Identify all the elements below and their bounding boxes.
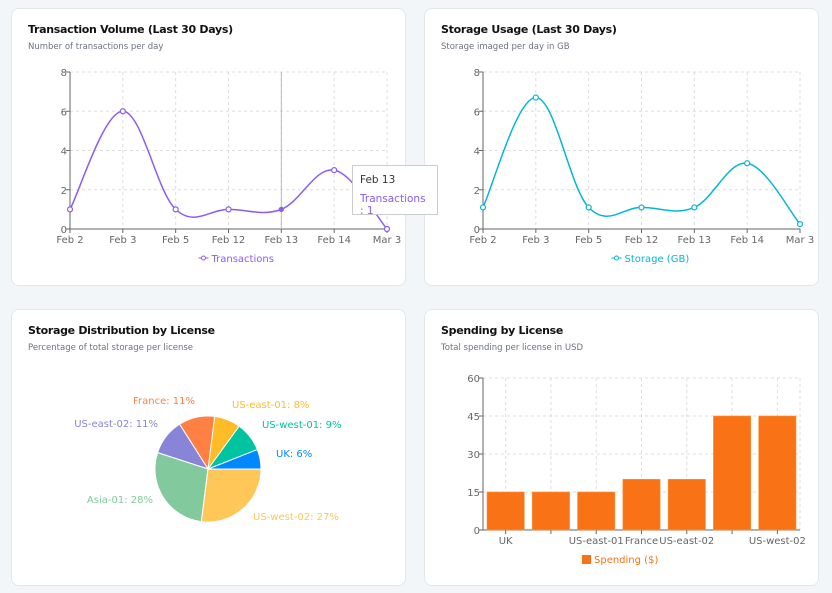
x-tick-label: US-east-01 <box>569 536 624 547</box>
storage-distribution-card: Storage Distribution by License Percenta… <box>11 309 406 586</box>
bar <box>667 479 706 531</box>
card-subtitle: Total spending per license in USD <box>441 343 584 353</box>
legend-icon-dot <box>201 255 206 261</box>
transaction-volume-card: Transaction Volume (Last 30 Days) Number… <box>11 8 406 286</box>
data-point <box>638 204 645 211</box>
data-point <box>691 204 698 211</box>
card-title: Storage Usage (Last 30 Days) <box>441 23 617 36</box>
bar <box>531 491 570 531</box>
bar <box>758 415 797 531</box>
data-point <box>796 220 804 228</box>
y-tick-label: 0 <box>61 225 67 236</box>
data-point <box>532 94 539 101</box>
y-tick-label: 0 <box>474 526 480 537</box>
x-tick-label: Feb 13 <box>678 235 712 246</box>
x-tick-label: Feb 12 <box>625 235 659 246</box>
tooltip-value: Transactions : 1 <box>360 193 426 217</box>
y-tick-label: 0 <box>474 225 480 236</box>
x-tick-label: Mar 3 <box>373 235 401 246</box>
x-tick-label: Feb 5 <box>162 235 189 246</box>
y-tick-label: 6 <box>61 107 67 118</box>
bar <box>622 479 661 531</box>
pie-label: US-west-01: 9% <box>262 420 341 431</box>
x-tick-label: Feb 12 <box>212 235 246 246</box>
spending-card: Spending by License Total spending per l… <box>424 309 819 586</box>
data-point <box>331 167 338 174</box>
legend-label: Spending ($) <box>594 555 658 566</box>
legend-icon <box>582 555 591 564</box>
card-title: Spending by License <box>441 324 564 337</box>
x-tick-label: US-west-02 <box>749 536 806 547</box>
y-tick-label: 2 <box>474 186 480 197</box>
x-tick-label: France <box>625 536 658 547</box>
y-tick-label: 4 <box>61 147 67 158</box>
pie-label: US-west-02: 27% <box>253 512 339 523</box>
x-tick-label: Feb 2 <box>469 235 496 246</box>
x-tick-label: Feb 3 <box>109 235 136 246</box>
pie-slice <box>154 451 209 523</box>
pie-label: US-east-02: 11% <box>74 419 158 430</box>
card-subtitle: Percentage of total storage per license <box>28 343 194 353</box>
card-subtitle: Number of transactions per day <box>28 42 164 52</box>
data-point <box>278 206 284 212</box>
storage-usage-card: Storage Usage (Last 30 Days) Storage ima… <box>424 8 819 286</box>
bar <box>713 415 752 531</box>
data-point <box>119 108 126 115</box>
bar <box>577 491 616 531</box>
card-subtitle: Storage imaged per day in GB <box>441 42 570 52</box>
data-point <box>585 204 592 211</box>
pie-label: UK: 6% <box>276 449 312 460</box>
x-tick-label: Feb 14 <box>317 235 351 246</box>
bar <box>486 491 525 531</box>
y-tick-label: 6 <box>474 107 480 118</box>
x-tick-label: Feb 14 <box>730 235 764 246</box>
y-tick-label: 2 <box>61 186 67 197</box>
x-tick-label: Mar 3 <box>786 235 814 246</box>
y-tick-label: 60 <box>467 374 480 385</box>
y-tick-label: 8 <box>474 68 480 79</box>
legend-icon-dot <box>614 255 619 261</box>
chart-tooltip: Feb 13 Transactions : 1 <box>352 165 438 217</box>
y-tick-label: 4 <box>474 147 480 158</box>
card-title: Storage Distribution by License <box>28 324 215 337</box>
y-tick-label: 8 <box>61 68 67 79</box>
y-tick-label: 30 <box>467 450 480 461</box>
pie-slice <box>200 468 262 523</box>
legend-label: Transactions <box>211 254 274 265</box>
data-point <box>225 206 232 213</box>
y-tick-label: 15 <box>467 488 480 499</box>
x-tick-label: Feb 5 <box>575 235 602 246</box>
data-point <box>172 206 179 213</box>
legend-label: Storage (GB) <box>625 254 690 265</box>
pie-label: Asia-01: 28% <box>87 495 153 506</box>
x-tick-label: Feb 2 <box>56 235 83 246</box>
pie-label: France: 11% <box>133 396 195 407</box>
data-point <box>66 206 74 213</box>
x-tick-label: Feb 3 <box>522 235 549 246</box>
x-tick-label: Feb 13 <box>265 235 299 246</box>
y-tick-label: 45 <box>467 412 480 423</box>
tooltip-label: Feb 13 <box>360 174 396 186</box>
data-point <box>744 160 751 167</box>
x-tick-label: UK <box>499 536 513 547</box>
data-point <box>383 225 391 233</box>
data-point <box>479 204 487 211</box>
card-title: Transaction Volume (Last 30 Days) <box>28 23 233 36</box>
pie-label: US-east-01: 8% <box>232 400 309 411</box>
x-tick-label: US-east-02 <box>659 536 714 547</box>
